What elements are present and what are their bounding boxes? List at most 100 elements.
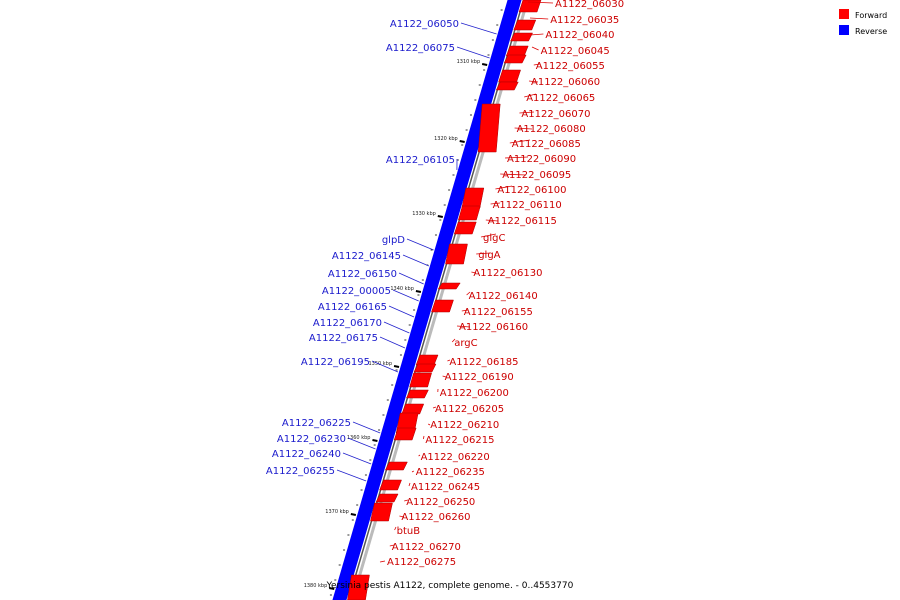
forward-leader-line [531, 46, 539, 51]
forward-leader-line [529, 17, 549, 20]
forward-gene-label[interactable]: A1122_06090 [507, 154, 576, 165]
forward-gene-feature [413, 363, 437, 373]
forward-leader-line [480, 233, 497, 238]
forward-leader-line [500, 173, 527, 176]
forward-gene-label[interactable]: A1122_06060 [531, 77, 600, 88]
forward-gene-feature [518, 0, 542, 13]
reverse-leader-line [383, 321, 410, 334]
forward-gene-label[interactable]: A1122_06205 [435, 404, 504, 415]
forward-gene-label[interactable]: A1122_06210 [430, 420, 499, 431]
forward-gene-feature [375, 493, 399, 503]
reverse-gene-label[interactable]: glpD [382, 235, 405, 246]
forward-leader-line [418, 454, 421, 457]
forward-gene-feature [461, 187, 485, 209]
reverse-gene-label[interactable]: A1122_06225 [282, 418, 351, 429]
forward-gene-label[interactable]: A1122_06260 [401, 512, 470, 523]
reverse-gene-label[interactable]: A1122_06165 [318, 302, 387, 313]
forward-gene-label[interactable]: A1122_06250 [406, 497, 475, 508]
reverse-gene-label[interactable]: A1122_06145 [332, 251, 401, 262]
forward-leader-line [379, 560, 386, 563]
reverse-leader-line [392, 289, 419, 302]
tick-mark [459, 140, 465, 143]
forward-leader-line [411, 470, 414, 473]
reverse-leader-line [402, 254, 430, 267]
forward-gene-label[interactable]: A1122_06085 [512, 139, 581, 150]
reverse-gene-label[interactable]: A1122_06105 [386, 155, 455, 166]
gene-features [347, 0, 542, 600]
reverse-gene-label[interactable]: A1122_06255 [266, 466, 335, 477]
forward-gene-label[interactable]: A1122_06080 [517, 124, 586, 135]
reverse-gene-label[interactable]: A1122_06195 [301, 357, 370, 368]
forward-leader-line [404, 499, 409, 502]
forward-gene-label[interactable]: A1122_06235 [416, 467, 485, 478]
forward-gene-label[interactable]: A1122_06220 [421, 452, 490, 463]
reverse-gene-label[interactable]: A1122_06240 [272, 449, 341, 460]
tick-mark [329, 587, 335, 590]
forward-gene-label[interactable]: A1122_06130 [473, 268, 542, 279]
forward-gene-label[interactable]: A1122_06160 [459, 322, 528, 333]
reverse-gene-label[interactable]: A1122_06175 [309, 333, 378, 344]
forward-leader-line [490, 202, 501, 205]
forward-gene-label[interactable]: glgA [478, 250, 500, 261]
forward-gene-feature [513, 19, 537, 31]
forward-gene-label[interactable]: A1122_06185 [449, 357, 518, 368]
forward-gene-label[interactable]: A1122_06270 [392, 542, 461, 553]
forward-leader-line [471, 271, 477, 274]
tick-mark [415, 290, 422, 293]
forward-gene-label[interactable]: A1122_06215 [425, 435, 494, 446]
reverse-leader-line [336, 469, 367, 482]
forward-gene-label[interactable]: btuB [397, 526, 421, 537]
forward-leader-line [461, 309, 469, 312]
forward-gene-feature [445, 243, 468, 265]
forward-gene-label[interactable]: A1122_06045 [541, 46, 610, 57]
forward-gene-label[interactable]: A1122_06055 [536, 61, 605, 72]
forward-leader-line [456, 325, 471, 328]
forward-gene-label[interactable]: A1122_06030 [555, 0, 624, 10]
kbp-ticks: 1310 kbp 1320 kbp 1330 kbp 1340 kbp 1350 kbp… [304, 9, 503, 596]
legend-reverse-label: Reverse [855, 27, 887, 36]
forward-leader-line [408, 482, 411, 487]
forward-gene-label[interactable]: A1122_06155 [464, 307, 533, 318]
forward-gene-feature [458, 205, 481, 221]
forward-leader-line [528, 80, 539, 83]
forward-gene-label[interactable]: A1122_06100 [497, 185, 566, 196]
forward-gene-label[interactable]: A1122_06070 [521, 109, 590, 120]
forward-gene-label[interactable]: A1122_06245 [411, 482, 480, 493]
forward-gene-feature [505, 45, 529, 57]
forward-leader-line [466, 291, 471, 296]
reverse-gene-label[interactable]: A1122_06150 [328, 269, 397, 280]
tick-mark [437, 215, 443, 218]
forward-gene-feature [431, 299, 454, 313]
forward-gene-label[interactable]: A1122_06115 [488, 216, 557, 227]
forward-leader-line [432, 406, 437, 409]
tick-label: 1370 kbp [325, 509, 349, 515]
forward-gene-label[interactable]: A1122_06095 [502, 170, 571, 181]
forward-gene-label[interactable]: A1122_06110 [493, 200, 562, 211]
reverse-gene-label[interactable]: A1122_06075 [386, 43, 455, 54]
forward-gene-label[interactable]: argC [454, 338, 477, 349]
forward-gene-label[interactable]: A1122_06200 [440, 388, 509, 399]
forward-gene-label[interactable]: A1122_06065 [526, 93, 595, 104]
forward-leader-line [423, 435, 425, 440]
forward-gene-label[interactable]: glgC [483, 233, 505, 244]
forward-gene-label[interactable]: A1122_06190 [445, 372, 514, 383]
forward-leader-line [442, 375, 447, 378]
reverse-gene-label[interactable]: A1122_06170 [313, 318, 382, 329]
reverse-gene-label[interactable]: A1122_06230 [277, 434, 346, 445]
legend-forward-swatch [839, 9, 849, 19]
forward-leader-line [509, 139, 531, 144]
forward-leader-line [514, 127, 533, 130]
forward-leader-line [389, 544, 395, 547]
forward-gene-label[interactable]: A1122_06040 [545, 30, 614, 41]
forward-gene-label[interactable]: A1122_06035 [550, 15, 619, 26]
reverse-gene-label[interactable]: A1122_00005 [322, 286, 391, 297]
legend-forward-label: Forward [855, 11, 887, 20]
forward-leader-line [399, 515, 405, 518]
forward-leader-line [447, 359, 451, 362]
forward-gene-feature [370, 502, 393, 522]
forward-gene-feature [453, 221, 477, 235]
reverse-leader-line [347, 437, 376, 450]
reverse-gene-label[interactable]: A1122_06050 [390, 19, 459, 30]
forward-gene-label[interactable]: A1122_06140 [469, 291, 538, 302]
forward-gene-label[interactable]: A1122_06275 [387, 557, 456, 568]
